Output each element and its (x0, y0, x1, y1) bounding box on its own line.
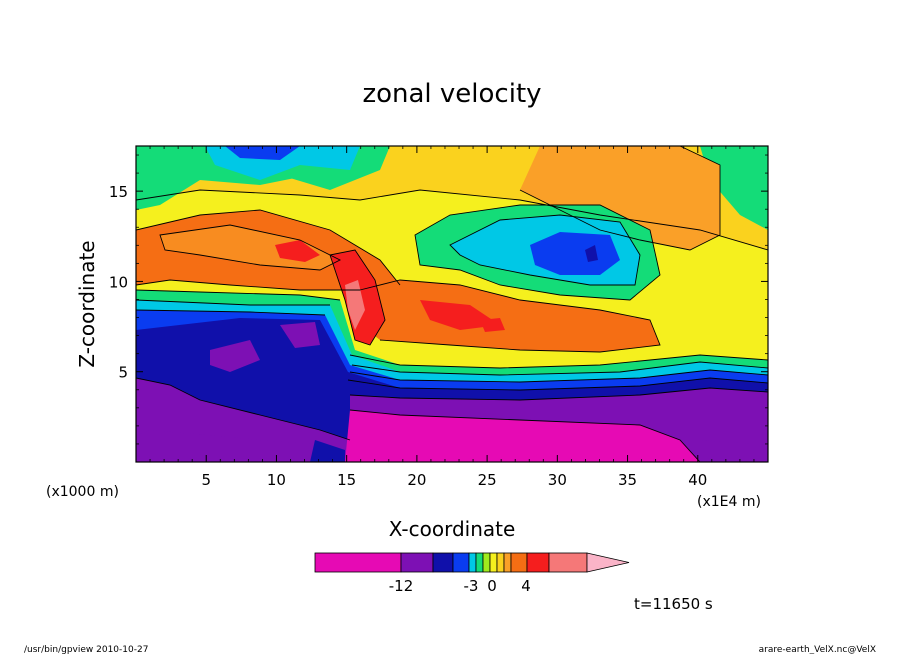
colorbar (314, 552, 630, 573)
colorbar-swatch (452, 552, 470, 573)
colorbar-tick-label: -3 (464, 577, 479, 595)
colorbar-swatch (526, 552, 550, 573)
colorbar-extension (586, 552, 630, 573)
x-tick-label: 20 (407, 471, 426, 489)
x-tick-label: 25 (478, 471, 497, 489)
y-axis-ticks: 5 10 15 (109, 154, 768, 445)
x-tick-label: 10 (267, 471, 286, 489)
plot-frame (135, 145, 769, 463)
colorbar-tick-label: 4 (521, 577, 531, 595)
colorbar-swatch (475, 552, 484, 573)
colorbar-swatch (548, 552, 588, 573)
x-unit-label: (x1E4 m) (697, 494, 761, 510)
y-unit-label: (x1000 m) (46, 484, 119, 500)
y-tick-label: 5 (118, 364, 128, 382)
x-tick-label: 15 (337, 471, 356, 489)
contour-field (136, 146, 768, 462)
footer-left: /usr/bin/gpview 2010-10-27 (24, 645, 148, 654)
colorbar-swatch (496, 552, 505, 573)
x-tick-label: 35 (618, 471, 637, 489)
x-tick-label: 40 (688, 471, 707, 489)
colorbar-swatch (468, 552, 477, 573)
x-tick-label: 5 (201, 471, 211, 489)
colorbar-swatch (314, 552, 402, 573)
y-tick-label: 10 (109, 273, 128, 291)
footer-right: arare-earth_VelX.nc@VelX (759, 645, 876, 654)
y-axis-label: Z-coordinate (75, 240, 99, 367)
time-label: t=11650 s (634, 595, 713, 613)
x-axis-label: X-coordinate (389, 517, 516, 541)
y-tick-label: 15 (109, 183, 128, 201)
x-tick-label: 30 (548, 471, 567, 489)
colorbar-swatch (400, 552, 434, 573)
colorbar-labels: -12 -3 0 4 (389, 577, 531, 595)
colorbar-tick-label: 0 (487, 577, 497, 595)
x-axis-ticks: 5 10 15 20 25 30 35 40 (149, 146, 755, 489)
colorbar-tick-label: -12 (389, 577, 414, 595)
colorbar-swatch (510, 552, 528, 573)
chart-title: zonal velocity (362, 79, 541, 109)
colorbar-swatch (432, 552, 454, 573)
colorbar-swatch (482, 552, 491, 573)
colorbar-swatch (503, 552, 512, 573)
colorbar-swatch (489, 552, 498, 573)
